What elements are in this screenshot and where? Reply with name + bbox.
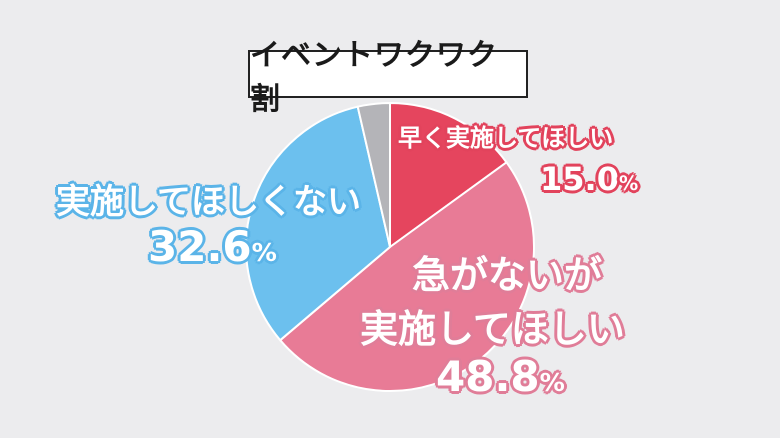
pie-slice-haya <box>389 101 508 249</box>
slice-value-nai-number: 32.6 <box>148 222 252 271</box>
pie-slice-other <box>356 101 391 248</box>
slice-value-haya-percent: % <box>618 172 639 195</box>
slice-value-isoga: 48.8% <box>436 352 565 401</box>
slice-value-nai-percent: % <box>251 238 277 267</box>
slice-label-isoga-line2: 実施してほしい <box>360 307 625 351</box>
pie-slice-nai <box>245 105 392 342</box>
slice-value-haya-number: 15.0 <box>540 160 619 198</box>
slice-label-nai: 実施してほしくない <box>56 182 361 222</box>
slice-value-isoga-percent: % <box>539 368 565 397</box>
slice-label-haya: 早く実施してほしい <box>398 124 614 152</box>
slice-label-isoga-line1: 急がないが <box>412 253 603 297</box>
slice-value-nai: 32.6% <box>148 222 277 271</box>
pie-slice-isoga <box>278 160 535 392</box>
slice-value-haya: 15.0% <box>540 160 638 198</box>
slice-value-isoga-number: 48.8 <box>436 352 540 401</box>
